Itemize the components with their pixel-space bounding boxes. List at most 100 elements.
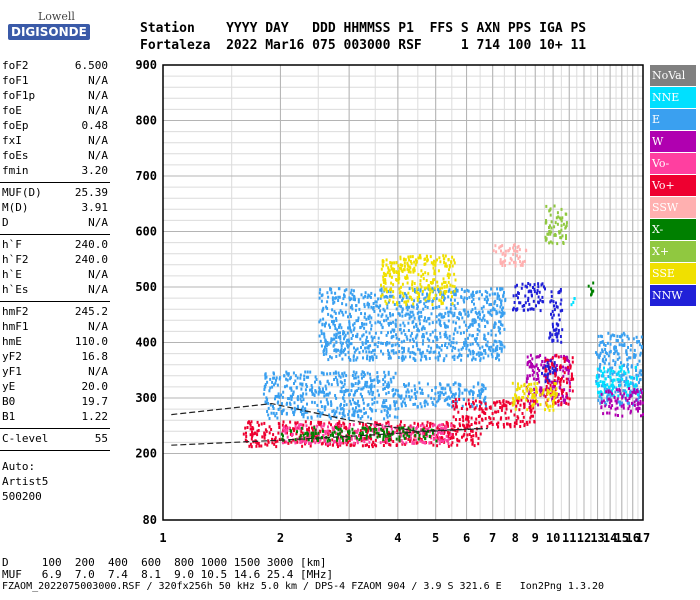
echo-point — [621, 402, 623, 405]
echo-point — [550, 230, 553, 234]
param-row: hmE 110.0 — [0, 334, 110, 349]
echo-point — [544, 369, 547, 373]
echo-point — [449, 437, 452, 440]
echo-point — [264, 385, 267, 389]
echo-point — [428, 441, 431, 445]
echo-point — [398, 301, 401, 304]
param-row: h`F 240.0 — [0, 237, 110, 252]
echo-point — [385, 421, 388, 425]
echo-point — [611, 366, 614, 370]
param-name: MUF(D) — [2, 186, 42, 199]
echo-point — [433, 423, 436, 427]
echo-point — [352, 358, 355, 362]
echo-point — [283, 429, 286, 433]
echo-point — [324, 440, 327, 443]
echo-point — [388, 269, 391, 273]
echo-point — [450, 422, 453, 426]
echo-point — [396, 415, 399, 419]
echo-point — [451, 255, 454, 259]
echo-point — [385, 258, 388, 262]
echo-point — [404, 442, 407, 446]
echo-point — [387, 353, 390, 357]
echo-point — [395, 261, 398, 265]
echo-point — [332, 409, 335, 413]
echo-point — [514, 393, 517, 397]
echo-point — [472, 349, 474, 353]
echo-point — [479, 394, 482, 398]
echo-point — [451, 405, 453, 409]
echo-point — [374, 342, 377, 346]
echo-point — [620, 404, 623, 408]
echo-point — [526, 376, 529, 380]
echo-point — [500, 301, 502, 305]
echo-point — [622, 389, 625, 393]
echo-point — [435, 315, 438, 319]
echo-point — [342, 439, 344, 443]
echo-point — [444, 330, 447, 334]
echo-point — [328, 431, 331, 435]
echo-point — [474, 319, 477, 323]
echo-point — [503, 327, 506, 331]
echo-point — [405, 441, 408, 445]
echo-point — [337, 425, 340, 429]
echo-point — [299, 434, 302, 438]
echo-point — [550, 220, 553, 224]
echo-point — [434, 386, 437, 390]
echo-point — [311, 392, 314, 396]
echo-point — [500, 299, 503, 303]
echo-point — [281, 402, 283, 406]
echo-point — [285, 370, 288, 374]
echo-point — [302, 433, 305, 437]
echo-point — [356, 347, 359, 351]
echo-point — [598, 394, 601, 398]
echo-point — [378, 379, 381, 383]
echo-point — [348, 321, 351, 325]
echo-point — [495, 340, 498, 344]
legend-item-vo: Vo+ — [650, 175, 696, 197]
echo-point — [528, 383, 531, 386]
echo-point — [330, 423, 332, 427]
echo-point — [446, 402, 449, 406]
echo-point — [249, 433, 252, 437]
polarization-legend: NoVal NNE E W Vo- Vo+ SSW X- X+ SSE NNW — [650, 65, 696, 307]
echo-point — [478, 329, 481, 333]
echo-point — [553, 304, 555, 308]
echo-point — [362, 356, 364, 360]
echo-point — [423, 319, 426, 323]
echo-point — [302, 392, 305, 396]
echo-point — [300, 387, 303, 391]
echo-point — [494, 292, 496, 296]
echo-point — [319, 390, 322, 394]
echo-point — [483, 318, 486, 322]
echo-point — [597, 355, 600, 359]
echo-point — [545, 204, 548, 208]
echo-point — [447, 383, 450, 387]
echo-point — [604, 389, 607, 393]
echo-point — [639, 351, 642, 355]
echo-point — [406, 274, 408, 278]
echo-point — [454, 288, 457, 292]
echo-point — [442, 277, 445, 281]
echo-point — [475, 352, 478, 356]
echo-point — [461, 415, 464, 419]
echo-point — [466, 433, 469, 437]
echo-point — [369, 406, 372, 410]
echo-point — [272, 407, 275, 410]
echo-point — [471, 295, 474, 299]
echo-point — [483, 314, 486, 318]
echo-point — [531, 369, 534, 373]
echo-point — [444, 387, 447, 391]
echo-point — [563, 354, 565, 358]
echo-point — [454, 381, 457, 385]
echo-point — [272, 433, 275, 437]
echo-point — [478, 354, 481, 358]
echo-point — [447, 437, 450, 441]
echo-point — [271, 380, 274, 384]
echo-point — [387, 391, 390, 394]
echo-point — [439, 393, 442, 397]
echo-point — [274, 440, 277, 444]
echo-point — [619, 369, 622, 373]
echo-point — [314, 441, 317, 445]
echo-point — [630, 394, 633, 398]
echo-point — [526, 355, 529, 359]
